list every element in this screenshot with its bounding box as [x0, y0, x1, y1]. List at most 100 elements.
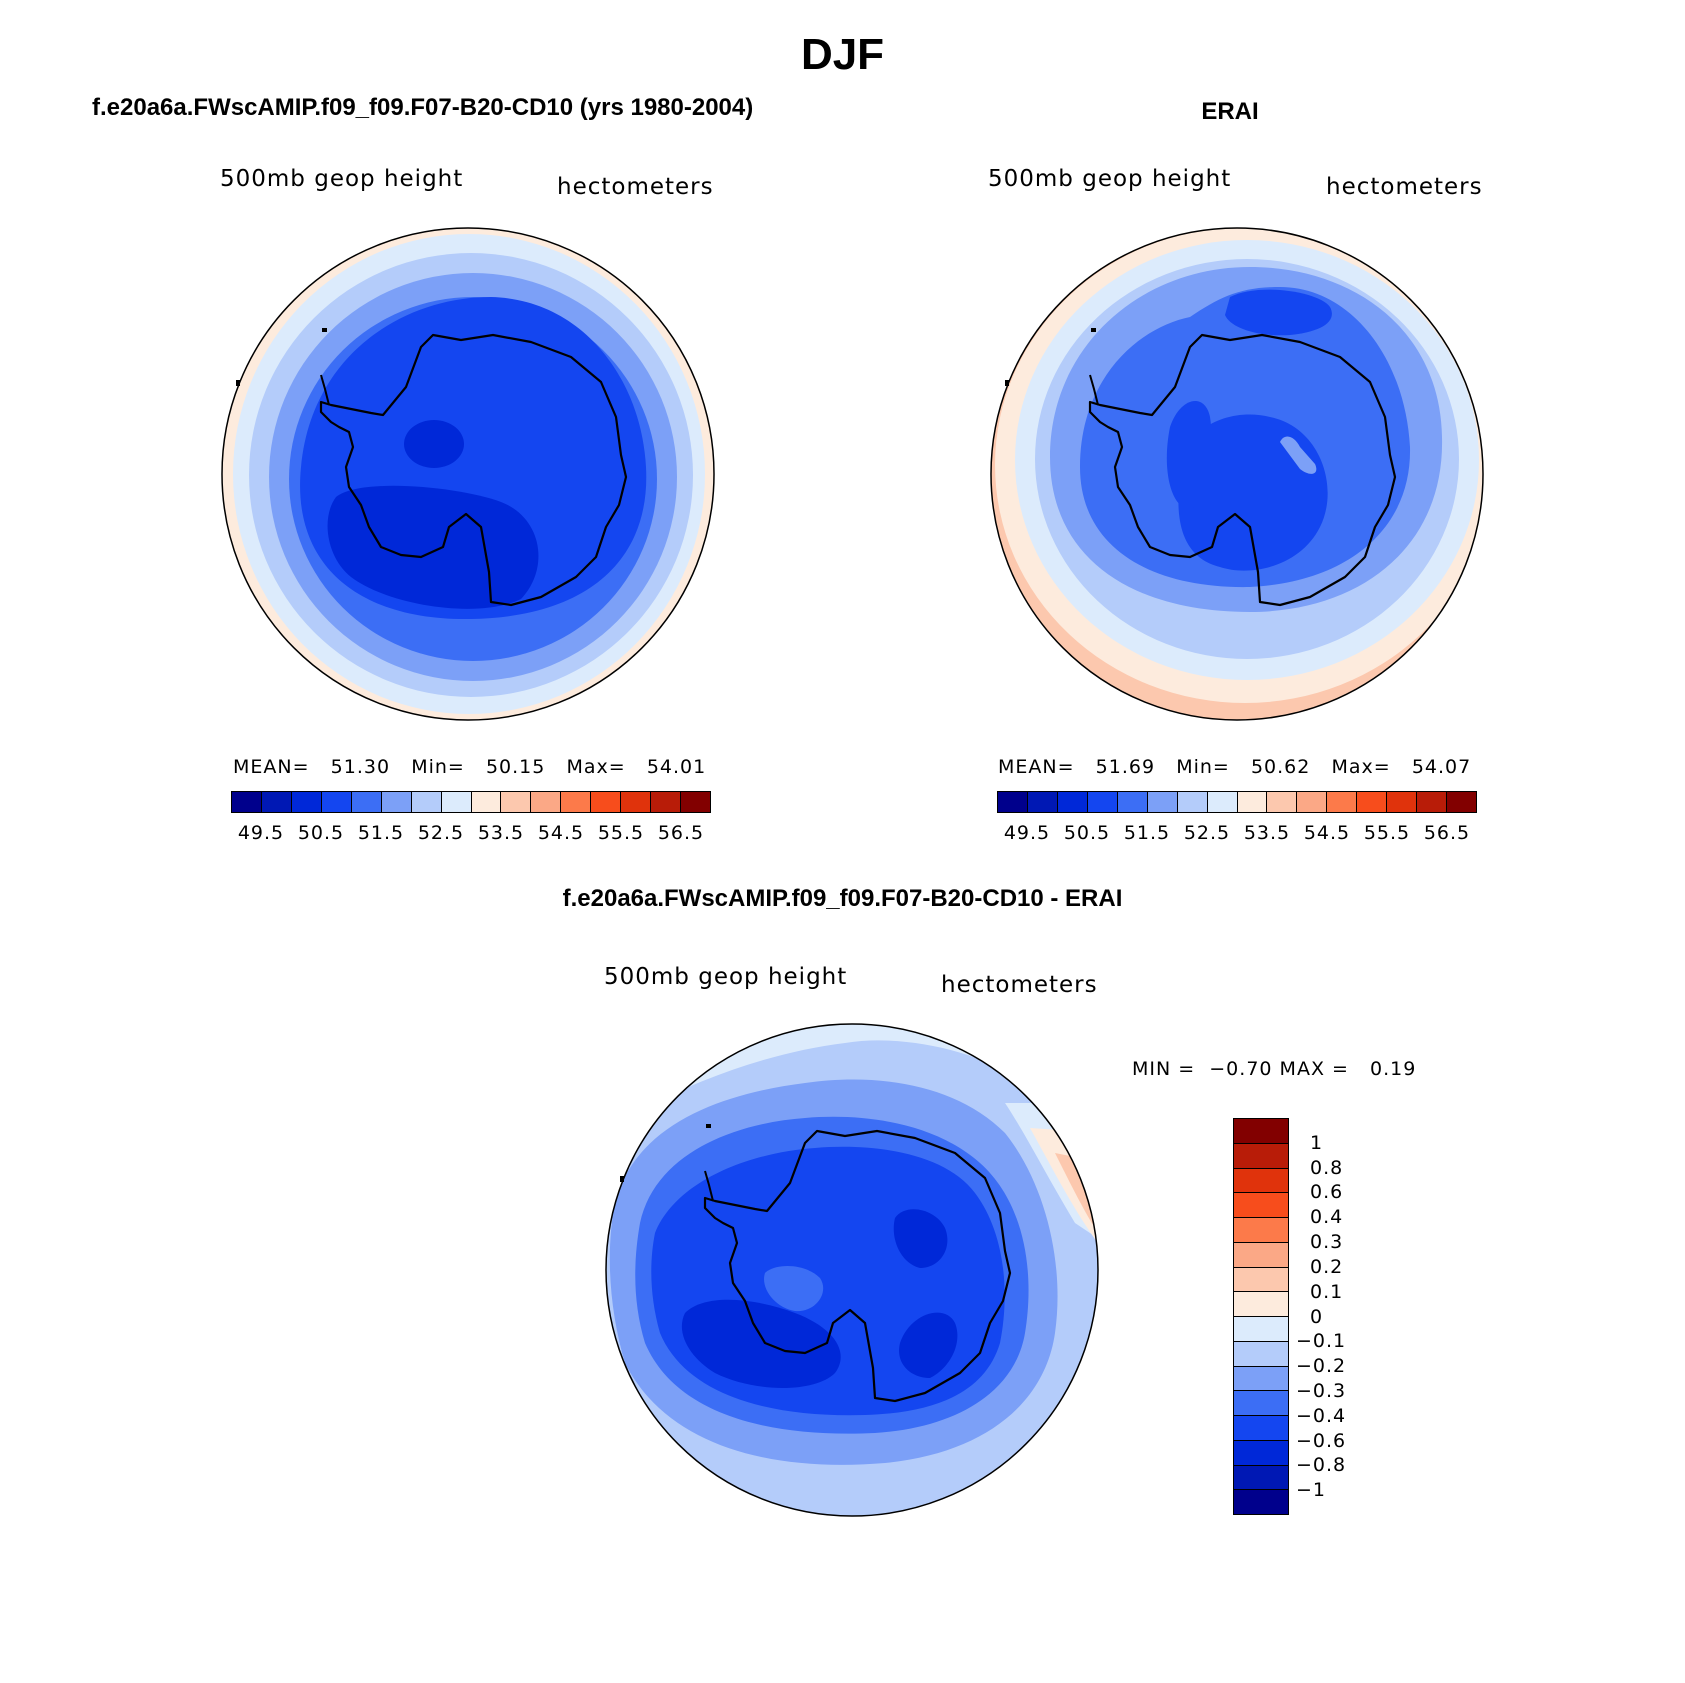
obs-variable-label: 500mb geop height [988, 166, 1232, 192]
max-label: Max= [1331, 756, 1391, 778]
colorbar-swatch [1027, 792, 1058, 812]
obs-field-band [1280, 436, 1317, 474]
map-boundary-circle [221, 227, 715, 721]
colorbar-tick-label: 54.5 [537, 822, 585, 844]
obs-polar-map [990, 227, 1484, 721]
island-marker [706, 1124, 711, 1128]
min-label: Min= [1176, 756, 1230, 778]
antarctica-coastline [319, 333, 628, 607]
max-label: MAX = [1279, 1058, 1349, 1080]
colorbar-level-label: 1 [1310, 1131, 1324, 1154]
colorbar-level-label: 0.8 [1310, 1156, 1344, 1179]
colorbar-level-label: −0.6 [1296, 1429, 1347, 1452]
colorbar-swatch [501, 792, 532, 812]
colorbar-swatch [1234, 1440, 1288, 1466]
colorbar-swatch [1234, 1292, 1288, 1317]
island-marker [236, 380, 240, 386]
colorbar-tick-label: 51.5 [357, 822, 405, 844]
antarctic-peninsula-islands [320, 374, 330, 406]
max-value: 54.07 [1411, 756, 1472, 778]
colorbar-swatch [651, 792, 682, 812]
antarctic-peninsula-islands [704, 1170, 714, 1202]
colorbar-tick-label: 50.5 [1063, 822, 1111, 844]
colorbar-swatch [411, 792, 442, 812]
colorbar-swatch [1234, 1341, 1288, 1367]
island-marker [620, 1176, 624, 1182]
island-marker [1005, 380, 1009, 386]
colorbar-swatch [1234, 1143, 1288, 1169]
colorbar-tick-label: 53.5 [477, 822, 525, 844]
model-panel-title: f.e20a6a.FWscAMIP.f09_f09.F07-B20-CD10 (… [92, 94, 754, 121]
diff-units-label: hectometers [941, 972, 1098, 998]
mean-label: MEAN= [998, 756, 1075, 778]
diff-polar-map [605, 1023, 1099, 1517]
colorbar-swatch [1234, 1366, 1288, 1392]
colorbar-tick-label: 52.5 [417, 822, 465, 844]
mean-label: MEAN= [233, 756, 310, 778]
diff-field-band [764, 1266, 824, 1312]
colorbar-swatch [1177, 792, 1208, 812]
diff-stats: MIN = −0.70 MAX = 0.19 [1132, 1058, 1416, 1080]
colorbar-swatch [1234, 1119, 1288, 1144]
diff-colorbar [1233, 1118, 1289, 1515]
colorbar-swatch [1237, 792, 1268, 812]
figure-title: DJF [800, 30, 885, 79]
colorbar-swatch [291, 792, 322, 812]
colorbar-tick-label: 52.5 [1183, 822, 1231, 844]
colorbar-level-label: −0.3 [1296, 1379, 1347, 1402]
model-colorbar-ticks: 49.5 50.5 51.5 52.5 53.5 54.5 55.5 56.5 [231, 822, 711, 846]
colorbar-swatch [531, 792, 562, 812]
map-boundary-circle [990, 227, 1484, 721]
colorbar-swatch [1207, 792, 1238, 812]
colorbar-swatch [321, 792, 352, 812]
colorbar-tick-label: 50.5 [297, 822, 345, 844]
model-variable-label: 500mb geop height [220, 166, 464, 192]
max-value: 54.01 [646, 756, 707, 778]
colorbar-level-label: −1 [1296, 1479, 1327, 1502]
obs-units-label: hectometers [1326, 174, 1483, 200]
min-label: Min= [411, 756, 465, 778]
colorbar-swatch [1234, 1242, 1288, 1268]
obs-stats: MEAN= 51.69 Min= 50.62 Max= 54.07 [998, 756, 1471, 778]
colorbar-swatch [351, 792, 382, 812]
diff-colorbar-labels: 1 0.8 0.6 0.4 0.3 0.2 0.1 0 −0.1 −0.2 −0.3 −0.4 −0.6… [1296, 1118, 1386, 1515]
obs-colorbar-ticks: 49.5 50.5 51.5 52.5 53.5 54.5 55.5 56.5 [997, 822, 1477, 846]
model-polar-map [221, 227, 715, 721]
antarctica-coastline [703, 1129, 1012, 1403]
colorbar-swatch [1234, 1168, 1288, 1194]
colorbar-level-label: −0.1 [1296, 1330, 1347, 1353]
island-marker [1091, 328, 1096, 332]
colorbar-swatch [1327, 792, 1358, 812]
colorbar-level-label: 0.1 [1310, 1280, 1344, 1303]
obs-field-band [1166, 400, 1212, 509]
diff-panel-title: f.e20a6a.FWscAMIP.f09_f09.F07-B20-CD10 -… [562, 885, 1123, 912]
colorbar-swatch [1087, 792, 1118, 812]
colorbar-swatch [1057, 792, 1088, 812]
mean-value: 51.69 [1095, 756, 1156, 778]
colorbar-tick-label: 56.5 [657, 822, 705, 844]
colorbar-swatch [1417, 792, 1448, 812]
colorbar-level-label: 0.2 [1310, 1255, 1344, 1278]
colorbar-swatch [681, 792, 710, 812]
diff-field-band [681, 1299, 841, 1388]
obs-panel-title: ERAI [1201, 98, 1259, 125]
colorbar-swatch [1147, 792, 1178, 812]
colorbar-level-label: 0.4 [1310, 1206, 1344, 1229]
colorbar-swatch [591, 792, 622, 812]
min-value: −0.70 [1209, 1058, 1273, 1080]
colorbar-level-label: −0.2 [1296, 1355, 1347, 1378]
colorbar-swatch [1234, 1490, 1288, 1514]
model-units-label: hectometers [557, 174, 714, 200]
antarctica-coastline [1088, 333, 1397, 607]
island-marker [322, 328, 327, 332]
colorbar-tick-label: 54.5 [1303, 822, 1351, 844]
colorbar-swatch [1234, 1193, 1288, 1218]
colorbar-level-label: −0.4 [1296, 1404, 1347, 1427]
colorbar-swatch [1117, 792, 1148, 812]
diff-field-band [893, 1209, 948, 1268]
diff-variable-label: 500mb geop height [604, 964, 848, 990]
mean-value: 51.30 [330, 756, 391, 778]
max-label: Max= [566, 756, 626, 778]
min-value: 50.62 [1250, 756, 1311, 778]
colorbar-swatch [1234, 1391, 1288, 1416]
